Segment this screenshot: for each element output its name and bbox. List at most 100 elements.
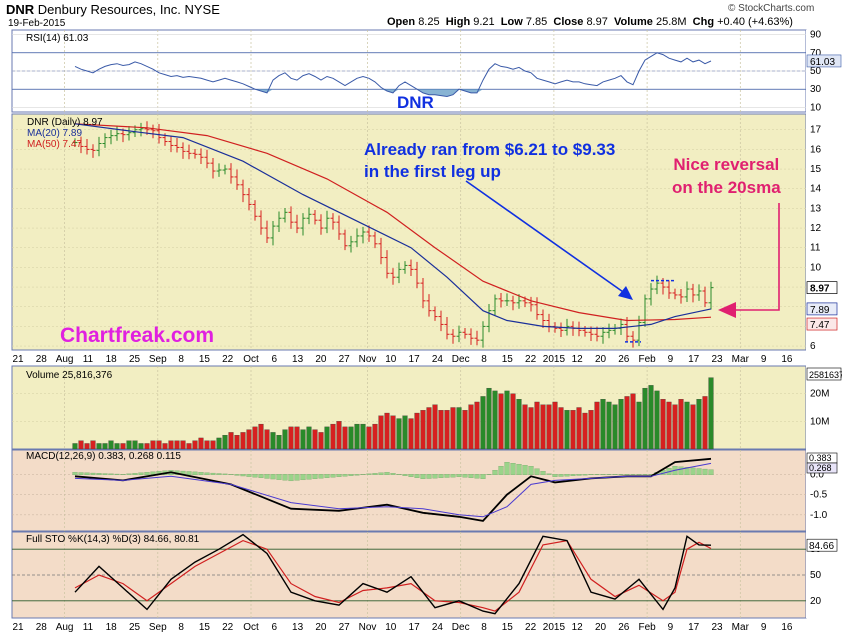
macd-histogram-bar (264, 474, 270, 479)
volume-bar (144, 443, 150, 450)
macd-histogram-bar (498, 466, 504, 475)
macd-histogram-bar (534, 468, 540, 475)
macd-histogram-bar (570, 474, 576, 476)
macd-histogram-bar (318, 474, 324, 479)
time-axis-label-bottom: 13 (292, 622, 304, 633)
volume-bar (240, 432, 246, 450)
volume-bar (234, 435, 240, 450)
run-arrow-shaft (465, 180, 627, 295)
time-axis-label: 8 (178, 354, 184, 365)
sto-value-tag (806, 538, 838, 552)
panel-price (11, 113, 807, 351)
time-axis-label-bottom: 18 (106, 622, 118, 633)
macd-signal-line (74, 462, 712, 518)
macd-histogram-bar (450, 474, 456, 478)
macd-histogram-bar (678, 466, 684, 475)
macd-histogram-bar (114, 473, 120, 475)
time-axis-label-bottom: 21 (12, 622, 24, 633)
volume-bar (282, 429, 288, 450)
time-axis-label-bottom: 22 (222, 622, 234, 633)
macd-histogram-bar (456, 474, 462, 477)
macd-histogram-bar (270, 474, 276, 480)
macd-histogram-bar (516, 464, 522, 475)
dnr-annotation: DNR (397, 93, 434, 112)
volume-bar (708, 377, 714, 450)
ma20-value-tag (806, 302, 838, 316)
volume-bar (366, 426, 372, 450)
volume-bar (396, 418, 402, 450)
macd-histogram-bar (606, 474, 612, 475)
macd-histogram-bar (282, 474, 288, 481)
volume-tick-label: 10M (810, 416, 829, 427)
sto-label: Full STO %K(14,3) %D(3) 84.66, 80.81 (26, 534, 200, 545)
volume-bar (114, 443, 120, 450)
macd-histogram-bar (594, 474, 600, 475)
price-tick-label: 15 (810, 164, 822, 175)
macd-histogram-bar (144, 472, 150, 475)
macd-histogram-bar (546, 473, 552, 475)
reversal-pointer-line (736, 203, 780, 311)
macd-histogram-bar (618, 474, 624, 475)
macd-histogram-bar (96, 473, 102, 475)
time-axis-label-bottom: 22 (525, 622, 537, 633)
volume-bar (450, 407, 456, 450)
macd-histogram-bar (690, 467, 696, 475)
macd-histogram-bar (552, 474, 558, 477)
macd-histogram-bar (402, 474, 408, 476)
volume-bar (264, 429, 270, 450)
volume-bar (528, 407, 534, 450)
volume-bar (534, 401, 540, 450)
run-annotation-line2: in the first leg up (364, 162, 501, 181)
macd-histogram-bar (540, 471, 546, 475)
macd-histogram-bar (384, 472, 390, 475)
volume-bar (306, 426, 312, 450)
volume-bar (540, 404, 546, 450)
reversal-annotation-line1: Nice reversal (673, 155, 780, 174)
macd-histogram-bar (342, 474, 348, 477)
rsi-value-tag (806, 54, 842, 68)
macd-tick-label: 0.0 (810, 469, 824, 480)
volume-bar (672, 404, 678, 450)
time-axis-label: 8 (481, 354, 487, 365)
volume-bar (324, 426, 330, 450)
ma50-line (74, 123, 712, 322)
macd-histogram-bar (462, 474, 468, 478)
time-axis-label-bottom: 27 (339, 622, 351, 633)
time-axis-label: 20 (315, 354, 327, 365)
volume-bar (300, 429, 306, 450)
price-tick-label: 17 (810, 125, 822, 136)
time-axis-label: 25 (129, 354, 141, 365)
volume-bar (546, 404, 552, 450)
ma20-label: MA(20) 7.89 (27, 128, 83, 139)
volume-bar (108, 440, 114, 450)
ma20-value-tag-text: 7.89 (810, 305, 830, 316)
volume-bar (408, 418, 414, 450)
macd-histogram-bar (528, 466, 534, 475)
chart-title: DNR Denbury Resources, Inc. NYSE (6, 2, 220, 17)
volume-bar (90, 440, 96, 450)
reversal-annotation-line2: on the 20sma (672, 178, 781, 197)
chartfreak-watermark: Chartfreak.com (60, 324, 215, 347)
volume-bar (336, 421, 342, 450)
time-axis-label-bottom: Aug (56, 622, 74, 633)
rsi-tick-label: 90 (810, 30, 822, 41)
sto-value-tag-text: 84.66 (809, 541, 834, 552)
run-annotation: Already ran from $6.21 to $9.33 in the f… (364, 139, 615, 183)
macd-histogram-bar (126, 473, 132, 475)
volume-bar (348, 426, 354, 450)
volume-bar (642, 387, 648, 450)
volume-bar (318, 432, 324, 450)
volume-bar (696, 399, 702, 450)
reversal-annotation: Nice reversal on the 20sma (672, 153, 781, 199)
time-axis-label: Nov (359, 354, 377, 365)
time-axis-label: 15 (199, 354, 211, 365)
volume-bar (162, 443, 168, 450)
volume-bar (288, 426, 294, 450)
volume-bar (426, 407, 432, 450)
macd-histogram-bar (90, 472, 96, 475)
time-axis-label-bottom: 9 (668, 622, 674, 633)
time-axis-label-bottom: 17 (688, 622, 700, 633)
macd-histogram-bar (246, 474, 252, 477)
time-axis-label: Sep (149, 354, 167, 365)
